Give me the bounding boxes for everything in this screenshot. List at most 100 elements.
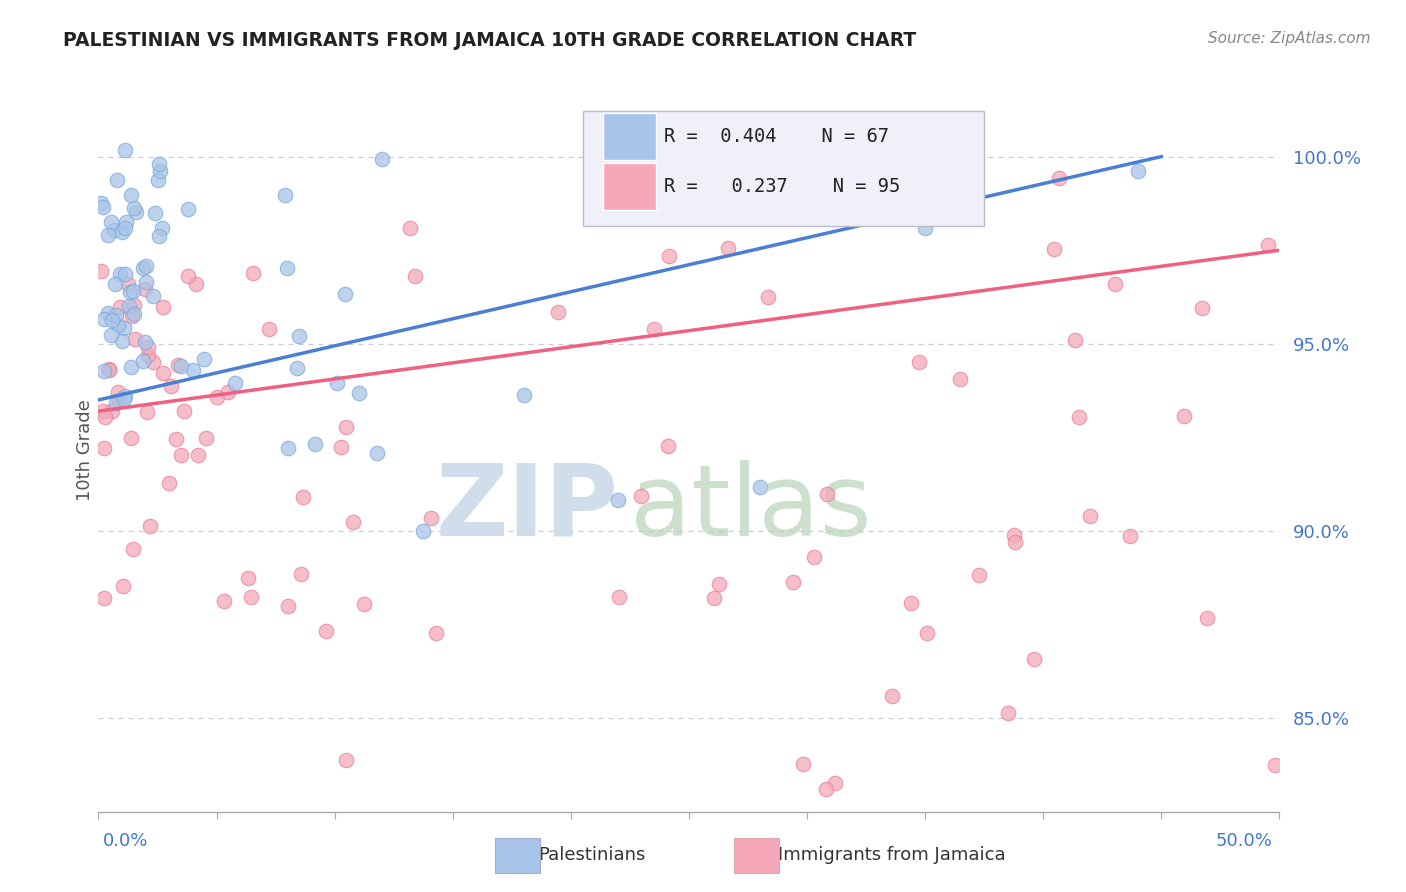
Point (134, 259, 156, 273)
Point (630, 489, 652, 503)
Point (120, 360, 142, 375)
FancyBboxPatch shape (603, 112, 655, 160)
FancyBboxPatch shape (582, 111, 984, 227)
Point (90, 196, 112, 211)
Point (969, 567, 991, 582)
Point (315, 624, 337, 638)
Point (329, 440, 352, 454)
Point (108, 267, 131, 281)
Point (170, 359, 193, 373)
Point (93, 591, 115, 606)
Point (824, 775, 846, 789)
Point (224, 376, 246, 390)
Point (193, 351, 215, 366)
Point (105, 173, 128, 187)
Point (205, 390, 228, 404)
Point (97, 362, 120, 376)
Point (107, 385, 129, 400)
Text: ZIP: ZIP (436, 459, 619, 557)
Point (900, 596, 922, 610)
Point (114, 214, 136, 228)
Point (143, 206, 166, 220)
Point (184, 277, 207, 292)
Point (122, 307, 145, 321)
Point (547, 305, 569, 319)
Point (142, 289, 165, 303)
Text: 0.0%: 0.0% (103, 831, 148, 849)
Point (1119, 529, 1142, 543)
Point (335, 287, 357, 301)
Point (195, 431, 218, 445)
Point (121, 541, 143, 556)
Point (882, 690, 904, 704)
Point (105, 396, 128, 410)
Point (1043, 243, 1066, 257)
Point (512, 388, 534, 402)
Text: Immigrants from Jamaica: Immigrants from Jamaica (778, 847, 1005, 864)
Point (139, 519, 162, 533)
Point (114, 143, 136, 157)
Point (114, 268, 136, 282)
Point (177, 202, 200, 216)
Point (114, 389, 136, 403)
Point (1191, 301, 1213, 316)
Point (97, 228, 120, 243)
Point (815, 487, 838, 501)
Point (157, 475, 180, 490)
Point (136, 405, 159, 419)
Point (111, 334, 134, 348)
Point (101, 312, 124, 326)
Point (1173, 409, 1195, 423)
Point (1104, 277, 1126, 291)
Point (112, 392, 135, 406)
Point (121, 309, 143, 323)
Point (93, 311, 115, 326)
FancyBboxPatch shape (603, 163, 655, 211)
Point (412, 524, 434, 538)
Text: Source: ZipAtlas.com: Source: ZipAtlas.com (1208, 31, 1371, 46)
Point (120, 188, 142, 202)
Point (112, 320, 135, 334)
Point (150, 221, 173, 235)
Point (167, 359, 190, 373)
Y-axis label: 10th Grade: 10th Grade (76, 400, 94, 501)
Point (104, 277, 127, 292)
Point (101, 404, 124, 418)
Point (335, 753, 357, 767)
Point (803, 550, 825, 565)
Point (335, 420, 357, 434)
Point (217, 384, 239, 399)
Point (1064, 333, 1087, 347)
Point (96, 306, 118, 320)
Point (257, 322, 280, 336)
Point (756, 290, 779, 304)
Point (236, 571, 259, 585)
Point (1257, 237, 1279, 252)
Point (1264, 758, 1286, 772)
Point (276, 260, 298, 275)
Point (107, 318, 129, 333)
Point (1069, 409, 1091, 424)
Point (165, 432, 187, 446)
Point (108, 392, 131, 407)
Point (276, 599, 298, 613)
Point (1078, 508, 1101, 523)
Text: Palestinians: Palestinians (538, 847, 645, 864)
Point (142, 355, 165, 369)
Point (93, 441, 115, 455)
Point (782, 574, 804, 589)
Point (177, 268, 200, 283)
Point (187, 449, 209, 463)
Point (277, 442, 299, 456)
Point (134, 334, 156, 349)
Point (105, 308, 128, 322)
Point (132, 261, 155, 276)
Point (292, 491, 315, 505)
Point (709, 577, 731, 591)
Point (103, 223, 125, 237)
Point (98, 362, 121, 376)
Point (90, 264, 112, 278)
Point (1004, 534, 1026, 549)
Text: 50.0%: 50.0% (1216, 831, 1272, 849)
Point (371, 152, 394, 166)
